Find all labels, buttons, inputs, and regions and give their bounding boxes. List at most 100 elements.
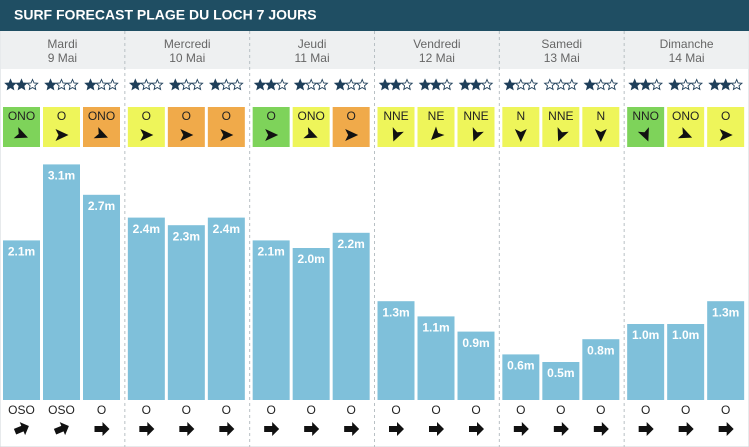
star — [605, 78, 619, 91]
star-rating — [583, 78, 619, 91]
star — [719, 78, 733, 91]
wind-box — [457, 107, 495, 147]
star-rating — [128, 78, 164, 91]
wind-arrow — [140, 129, 154, 141]
swell-direction: O — [306, 403, 315, 417]
wave-bar — [627, 324, 665, 400]
day-name: Mardi — [47, 37, 77, 51]
star — [400, 78, 414, 91]
star — [333, 78, 347, 91]
wind-arrow — [345, 129, 359, 141]
swell-arrow — [139, 422, 155, 436]
wave-label: 2.4m — [213, 222, 240, 236]
day-date: 14 Mai — [669, 51, 705, 65]
star — [150, 78, 164, 91]
swell-arrow — [429, 422, 444, 436]
wind-direction: O — [57, 109, 66, 123]
wind-direction: NNO — [632, 109, 659, 123]
star — [219, 78, 233, 91]
wind-direction: NNE — [548, 109, 573, 123]
day-date: 10 Mai — [169, 51, 205, 65]
wind-arrow — [557, 127, 569, 142]
wave-label: 1.3m — [382, 305, 409, 319]
swell-arrow — [593, 422, 609, 436]
wind-arrow — [472, 127, 484, 142]
day-name: Mercredi — [164, 37, 211, 51]
star-rating — [293, 78, 329, 91]
star — [355, 78, 369, 91]
wave-bar — [3, 240, 40, 400]
wind-arrow — [220, 129, 234, 141]
wind-arrow — [55, 129, 69, 141]
swell-direction: OSO — [48, 403, 75, 417]
wind-box — [127, 107, 165, 147]
star-rating — [458, 78, 494, 91]
swell-direction: O — [142, 403, 151, 417]
star — [668, 78, 682, 91]
star-rating — [708, 78, 744, 91]
swell-arrow — [513, 422, 529, 436]
wind-arrow — [514, 129, 527, 142]
star — [55, 78, 68, 91]
star-rating — [418, 78, 454, 91]
wind-direction: ONO — [88, 109, 115, 123]
wave-label: 2.4m — [133, 222, 160, 236]
star — [458, 78, 472, 91]
star-rating — [84, 78, 119, 91]
wind-box — [292, 107, 330, 147]
star — [469, 78, 483, 91]
wind-box — [377, 107, 415, 147]
swell-direction: O — [471, 403, 480, 417]
star — [554, 78, 568, 91]
star — [304, 78, 318, 91]
wind-box — [167, 107, 205, 147]
wave-label: 1.3m — [712, 305, 739, 319]
wave-label: 2.1m — [257, 245, 284, 259]
star — [565, 78, 579, 91]
star — [84, 78, 97, 91]
swell-arrow — [179, 422, 195, 436]
wave-label: 2.2m — [337, 237, 364, 251]
wind-arrow — [392, 127, 404, 142]
wave-bar — [582, 339, 620, 400]
star — [440, 78, 454, 91]
star — [253, 78, 267, 91]
star — [344, 78, 358, 91]
star-rating — [503, 78, 539, 91]
wind-arrow — [719, 129, 733, 141]
star — [264, 78, 278, 91]
swell-direction: O — [556, 403, 565, 417]
star — [230, 78, 244, 91]
wind-box — [542, 107, 580, 147]
wave-bar — [83, 194, 120, 400]
wind-box — [667, 107, 705, 147]
swell-arrow — [344, 422, 360, 436]
swell-arrow — [469, 422, 484, 436]
wind-box — [627, 107, 665, 147]
day-name: Samedi — [541, 37, 582, 51]
star-rating — [208, 78, 244, 91]
wind-arrow — [637, 127, 649, 142]
star — [480, 78, 494, 91]
wind-arrow — [13, 127, 28, 139]
star-rating — [628, 78, 664, 91]
star-rating — [668, 78, 704, 91]
star — [679, 78, 693, 91]
star — [690, 78, 704, 91]
star — [639, 78, 653, 91]
star-rating — [168, 78, 204, 91]
wave-bar — [252, 240, 290, 400]
swell-direction: O — [222, 403, 231, 417]
swell-direction: O — [97, 403, 106, 417]
swell-direction: O — [431, 403, 440, 417]
wave-label: 0.5m — [547, 366, 574, 380]
star — [514, 78, 528, 91]
star — [708, 78, 722, 91]
wind-direction: ONO — [297, 109, 324, 123]
star — [628, 78, 642, 91]
star — [594, 78, 608, 91]
day-date: 12 Mai — [419, 51, 455, 65]
wind-direction: NE — [428, 109, 445, 123]
swell-arrow — [638, 422, 654, 436]
